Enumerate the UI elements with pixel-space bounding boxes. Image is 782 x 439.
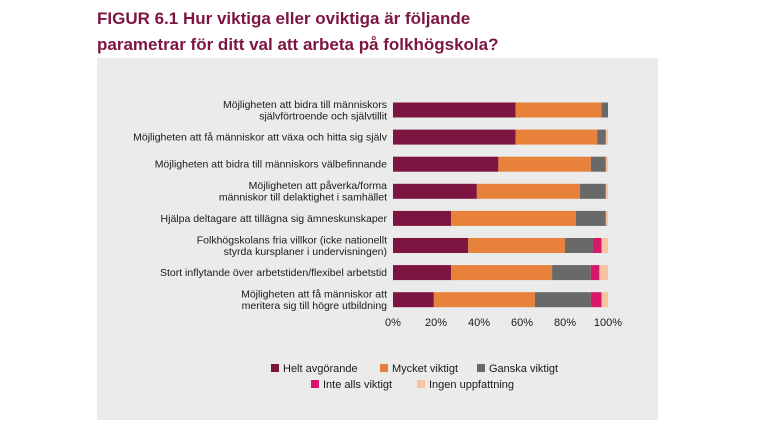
bar-segment-7-3 xyxy=(552,265,591,281)
bar-segment-6-2 xyxy=(468,238,565,253)
bar-segment-5-3 xyxy=(575,210,606,226)
x-tick-label-3: 60% xyxy=(511,317,533,329)
figure-title-line-2: parametrar för ditt val att arbeta på fo… xyxy=(97,35,499,54)
legend-label-3: Ganska viktigt xyxy=(489,363,558,375)
x-tick-label-0: 0% xyxy=(385,317,401,329)
bar-segment-7-5 xyxy=(599,265,608,281)
bar-segment-4-5 xyxy=(605,183,608,199)
legend-label-1: Helt avgörande xyxy=(283,363,358,375)
bar-segment-8-4 xyxy=(590,292,602,308)
bar-segment-4-3 xyxy=(580,183,606,199)
figure-title: FIGUR 6.1 Hur viktiga eller oviktiga är … xyxy=(97,6,717,58)
bar-segment-2-1 xyxy=(393,129,516,145)
category-label-1-line-2: självförtroende och självtillit xyxy=(259,110,387,122)
category-label-5-line-1: Hjälpa deltagare att tillägna sig ämnesk… xyxy=(161,213,388,225)
bar-segment-4-2 xyxy=(476,183,581,199)
figure-title-line-1: FIGUR 6.1 Hur viktiga eller oviktiga är … xyxy=(97,9,471,28)
category-label-6-line-2: styrda kursplaner i undervisningen) xyxy=(224,246,387,258)
legend-swatch-1 xyxy=(271,364,279,372)
x-tick-label-4: 80% xyxy=(554,317,576,329)
bar-segment-1-3 xyxy=(601,102,608,118)
legend-label-4: Inte alls viktigt xyxy=(323,379,392,391)
category-label-4-line-2: människor till delaktighet i samhället xyxy=(219,192,387,204)
bar-segment-7-2 xyxy=(451,265,553,281)
x-tick-label-1: 20% xyxy=(425,317,447,329)
bar-segment-3-5 xyxy=(605,156,608,172)
category-label-6-line-1: Folkhögskolans fria villkor (icke nation… xyxy=(197,234,387,246)
bar-segment-6-4 xyxy=(592,238,602,253)
category-labels-group: Möjligheten att bidra till människorssjä… xyxy=(133,99,388,312)
bar-segment-3-3 xyxy=(590,156,606,172)
bar-segment-1-1 xyxy=(393,102,516,118)
category-label-1-line-1: Möjligheten att bidra till människors xyxy=(223,99,387,111)
category-label-7-line-1: Stort inflytande över arbetstiden/flexib… xyxy=(160,267,387,279)
bar-segment-4-1 xyxy=(393,183,477,199)
category-label-2-line-1: Möjligheten att få människor att växa oc… xyxy=(133,132,388,144)
legend-label-5: Ingen uppfattning xyxy=(429,379,514,391)
bar-segment-2-3 xyxy=(597,129,606,145)
category-label-4-line-1: Möjligheten att påverka/forma xyxy=(249,180,387,192)
bars-group xyxy=(393,102,608,308)
bar-segment-5-1 xyxy=(393,210,452,226)
category-label-8-line-2: meritera sig till högre utbildning xyxy=(242,300,387,312)
bar-segment-8-1 xyxy=(393,292,434,308)
legend-swatch-4 xyxy=(311,380,319,388)
bar-segment-7-4 xyxy=(590,265,600,281)
bar-segment-8-2 xyxy=(433,292,535,308)
bar-segment-6-5 xyxy=(601,238,608,253)
category-label-3-line-1: Möjligheten att bidra till människors vä… xyxy=(155,159,387,171)
x-axis-ticks-group: 0% 20% 40% 60% 80% 100% xyxy=(385,317,622,329)
bar-segment-5-2 xyxy=(451,210,576,226)
bar-segment-3-2 xyxy=(498,156,591,172)
bar-segment-5-5 xyxy=(605,210,608,226)
bar-segment-6-1 xyxy=(393,238,469,253)
bar-segment-6-3 xyxy=(565,238,593,253)
bar-segment-1-2 xyxy=(515,102,602,118)
bar-segment-7-1 xyxy=(393,265,452,281)
bar-segment-2-5 xyxy=(605,129,608,145)
bar-segment-8-3 xyxy=(534,292,591,308)
category-label-8-line-1: Möjligheten att få människor att xyxy=(241,288,387,300)
bar-segment-2-2 xyxy=(515,129,598,145)
legend-swatch-2 xyxy=(380,364,388,372)
x-tick-label-5: 100% xyxy=(594,317,622,329)
legend-swatch-3 xyxy=(477,364,485,372)
legend-swatch-5 xyxy=(417,380,425,388)
legend-label-2: Mycket viktigt xyxy=(392,363,458,375)
bar-segment-3-1 xyxy=(393,156,499,172)
x-tick-label-2: 40% xyxy=(468,317,490,329)
legend: Helt avgörande Mycket viktigt Ganska vikti… xyxy=(271,363,558,391)
bar-segment-8-5 xyxy=(601,292,608,308)
